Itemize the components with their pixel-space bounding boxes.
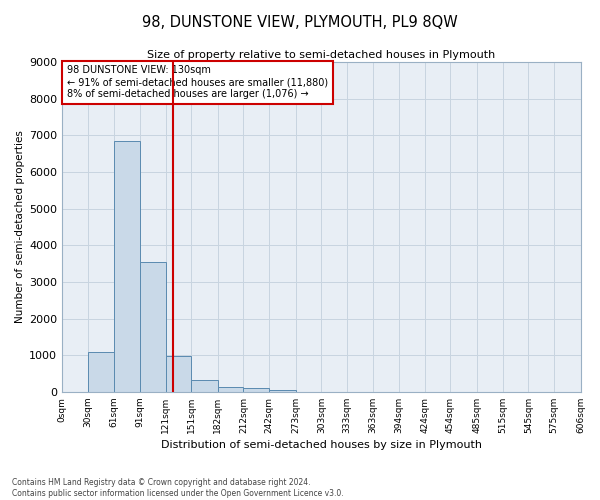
Bar: [244, 388, 269, 392]
Bar: [115, 141, 140, 392]
Text: 98 DUNSTONE VIEW: 130sqm
← 91% of semi-detached houses are smaller (11,880)
8% o: 98 DUNSTONE VIEW: 130sqm ← 91% of semi-d…: [67, 66, 328, 98]
X-axis label: Distribution of semi-detached houses by size in Plymouth: Distribution of semi-detached houses by …: [161, 440, 482, 450]
Bar: [269, 390, 296, 392]
Title: Size of property relative to semi-detached houses in Plymouth: Size of property relative to semi-detach…: [147, 50, 496, 60]
Y-axis label: Number of semi-detached properties: Number of semi-detached properties: [15, 130, 25, 324]
Bar: [218, 387, 244, 392]
Text: Contains HM Land Registry data © Crown copyright and database right 2024.
Contai: Contains HM Land Registry data © Crown c…: [12, 478, 344, 498]
Bar: [140, 262, 166, 392]
Text: 98, DUNSTONE VIEW, PLYMOUTH, PL9 8QW: 98, DUNSTONE VIEW, PLYMOUTH, PL9 8QW: [142, 15, 458, 30]
Bar: [88, 352, 115, 392]
Bar: [166, 356, 191, 392]
Bar: [191, 380, 218, 392]
